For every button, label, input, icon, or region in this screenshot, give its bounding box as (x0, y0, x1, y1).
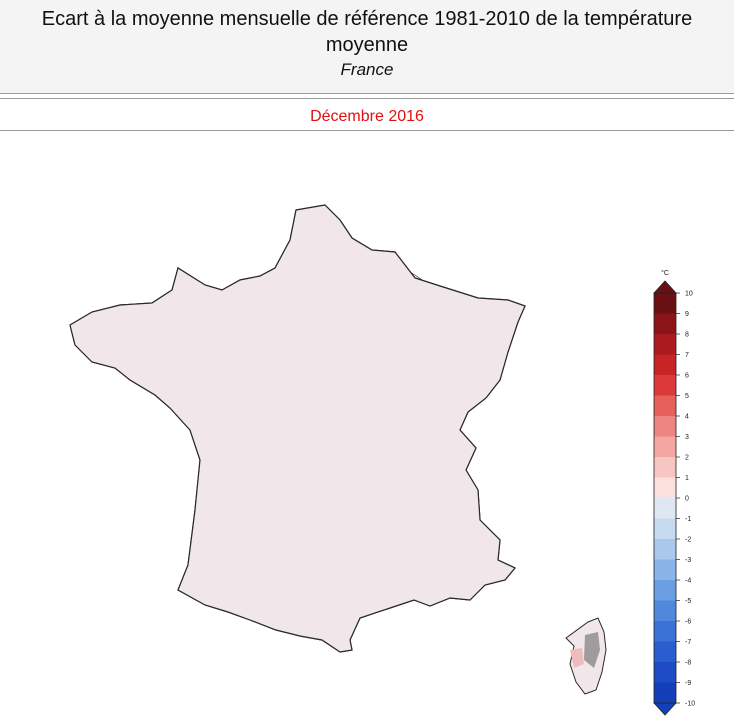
legend-color-band (654, 416, 676, 437)
legend-tick-label: 5 (685, 393, 689, 400)
legend-color-band (654, 457, 676, 478)
legend-color-band (654, 641, 676, 662)
legend-tick-label: 1 (685, 475, 689, 482)
legend-unit-label: °C (661, 269, 669, 277)
legend-color-band (654, 539, 676, 560)
legend-color-band (654, 477, 676, 498)
legend-tick-label: -5 (685, 598, 691, 605)
corsica-relief (584, 632, 600, 668)
legend-tick-label: -6 (685, 619, 691, 626)
legend-tick-label: -9 (685, 680, 691, 687)
period-label: Décembre 2016 (310, 108, 424, 125)
header-panel: Ecart à la moyenne mensuelle de référenc… (0, 0, 734, 94)
legend-tick-label: 0 (685, 496, 689, 503)
legend-tick-label: -4 (685, 578, 691, 585)
legend-tick-label: -2 (685, 537, 691, 544)
legend-tick-label: -3 (685, 557, 691, 564)
corsica-warm-zone (570, 648, 584, 668)
legend-color-band (654, 621, 676, 642)
map-region: France (340, 60, 394, 79)
legend-tick-label: 6 (685, 373, 689, 380)
legend-tick-label: 7 (685, 352, 689, 359)
legend-tick-label: 8 (685, 332, 689, 339)
legend-min-arrow (653, 702, 677, 716)
map-title: Ecart à la moyenne mensuelle de référenc… (41, 8, 693, 56)
legend-color-band (654, 580, 676, 601)
legend-color-band (654, 334, 676, 355)
separator-bottom (0, 130, 734, 131)
legend-tick-label: -10 (685, 701, 695, 708)
legend-color-band (654, 518, 676, 539)
legend-max-arrow (653, 280, 677, 294)
legend-color-band (654, 436, 676, 457)
legend-tick-label: 4 (685, 414, 689, 421)
legend-color-band (654, 559, 676, 580)
legend-color-band (654, 375, 676, 396)
legend-color-band (654, 682, 676, 703)
legend-tick-label: -7 (685, 639, 691, 646)
separator-top (0, 98, 734, 99)
legend-color-band (654, 395, 676, 416)
legend-tick-label: -1 (685, 516, 691, 523)
legend-color-band (654, 293, 676, 314)
legend-tick-label: -8 (685, 660, 691, 667)
legend-color-band (654, 313, 676, 334)
legend-color-band (654, 354, 676, 375)
legend-color-band (654, 600, 676, 621)
legend-tick-label: 9 (685, 311, 689, 318)
legend-tick-label: 3 (685, 434, 689, 441)
france-anomaly-map (69, 204, 607, 695)
legend-tick-label: 10 (685, 291, 693, 298)
legend-color-band (654, 662, 676, 683)
legend-tick-label: 2 (685, 455, 689, 462)
legend-color-band (654, 498, 676, 519)
